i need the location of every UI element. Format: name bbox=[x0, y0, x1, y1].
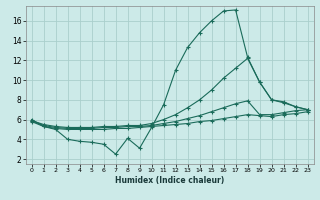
X-axis label: Humidex (Indice chaleur): Humidex (Indice chaleur) bbox=[115, 176, 224, 185]
